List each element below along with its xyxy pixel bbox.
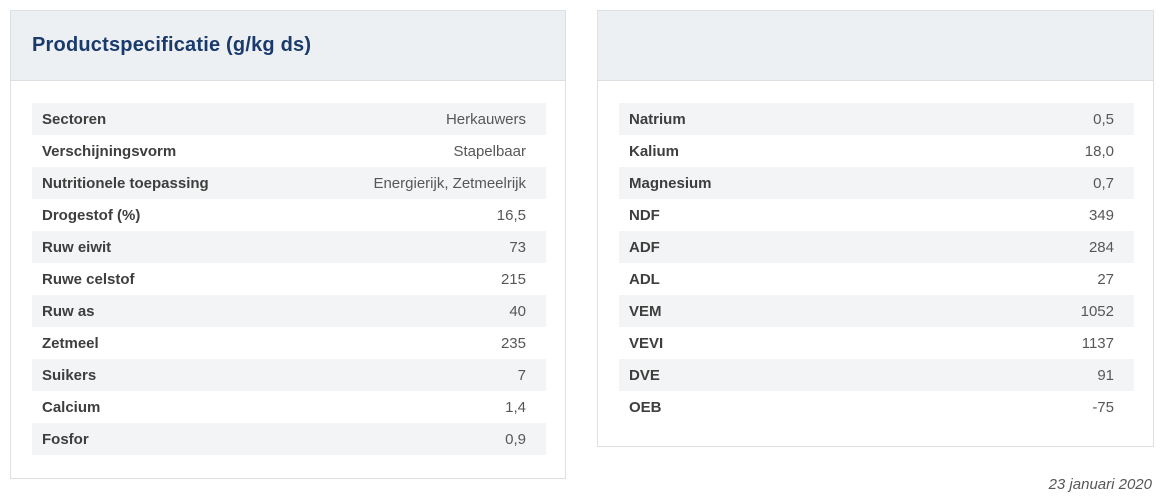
spec-label: VEM (629, 302, 662, 320)
spec-label: Verschijningsvorm (42, 142, 177, 160)
spec-label: VEVI (629, 334, 664, 352)
table-row: Verschijningsvorm Stapelbaar (32, 135, 546, 167)
spec-table-right: Natrium 0,5 Kalium 18,0 Magnesium 0,7 ND… (598, 81, 1153, 446)
spec-value: 1137 (1081, 334, 1114, 352)
spec-label: NDF (629, 206, 660, 224)
table-row: NDF 349 (619, 199, 1134, 231)
spec-label: Ruw eiwit (42, 238, 112, 256)
table-row: Zetmeel 235 (32, 327, 546, 359)
table-row: Drogestof (%) 16,5 (32, 199, 546, 231)
spec-label: Kalium (629, 142, 680, 160)
table-row: Natrium 0,5 (619, 103, 1134, 135)
spec-label: Ruw as (42, 302, 95, 320)
spec-label: Suikers (42, 366, 97, 384)
spec-value: 349 (1088, 206, 1114, 224)
spec-value: 18,0 (1084, 142, 1114, 160)
table-row: Nutritionele toepassing Energierijk, Zet… (32, 167, 546, 199)
spec-table-left: Sectoren Herkauwers Verschijningsvorm St… (11, 81, 565, 478)
page-title: Productspecificatie (g/kg ds) (32, 34, 312, 56)
table-row: Ruwe celstof 215 (32, 263, 546, 295)
spec-label: Natrium (629, 110, 686, 128)
spec-value: 0,7 (1093, 174, 1114, 192)
spec-label: Drogestof (%) (42, 206, 141, 224)
spec-label: Calcium (42, 398, 101, 416)
table-row: DVE 91 (619, 359, 1134, 391)
table-row: Fosfor 0,9 (32, 423, 546, 455)
table-row: Magnesium 0,7 (619, 167, 1134, 199)
spec-value: Stapelbaar (453, 142, 526, 160)
table-row: VEM 1052 (619, 295, 1134, 327)
spec-label: ADL (629, 270, 660, 288)
spec-label: Magnesium (629, 174, 712, 192)
table-row: OEB -75 (619, 391, 1134, 423)
spec-value: Herkauwers (445, 110, 526, 128)
spec-value: 1052 (1080, 302, 1114, 320)
table-row: Suikers 7 (32, 359, 546, 391)
table-row: Ruw eiwit 73 (32, 231, 546, 263)
spec-label: Fosfor (42, 430, 89, 448)
table-row: Calcium 1,4 (32, 391, 546, 423)
revision-date: 23 januari 2020 (1048, 476, 1152, 493)
spec-value: 235 (500, 334, 526, 352)
table-row: ADL 27 (619, 263, 1134, 295)
spec-value: 91 (1097, 366, 1114, 384)
table-row: Ruw as 40 (32, 295, 546, 327)
spec-label: Zetmeel (42, 334, 99, 352)
card-header-left: Productspecificatie (g/kg ds) (11, 11, 565, 81)
spec-value: 7 (517, 366, 526, 384)
table-row: Sectoren Herkauwers (32, 103, 546, 135)
spec-value: 215 (500, 270, 526, 288)
product-spec-card-right: Natrium 0,5 Kalium 18,0 Magnesium 0,7 ND… (597, 10, 1154, 447)
spec-value: 16,5 (496, 206, 526, 224)
spec-label: Nutritionele toepassing (42, 174, 209, 192)
spec-value: Energierijk, Zetmeelrijk (373, 174, 526, 192)
spec-value: 27 (1097, 270, 1114, 288)
table-row: Kalium 18,0 (619, 135, 1134, 167)
spec-value: 1,4 (505, 398, 526, 416)
table-row: VEVI 1137 (619, 327, 1134, 359)
spec-label: Ruwe celstof (42, 270, 135, 288)
spec-label: ADF (629, 238, 660, 256)
spec-value: 0,9 (505, 430, 526, 448)
spec-value: -75 (1092, 398, 1114, 416)
table-row: ADF 284 (619, 231, 1134, 263)
product-spec-card-left: Productspecificatie (g/kg ds) Sectoren H… (10, 10, 566, 479)
spec-value: 284 (1088, 238, 1114, 256)
card-header-right (598, 11, 1153, 81)
spec-label: Sectoren (42, 110, 107, 128)
spec-value: 0,5 (1093, 110, 1114, 128)
spec-label: OEB (629, 398, 662, 416)
spec-label: DVE (629, 366, 660, 384)
spec-value: 40 (509, 302, 526, 320)
spec-value: 73 (509, 238, 526, 256)
